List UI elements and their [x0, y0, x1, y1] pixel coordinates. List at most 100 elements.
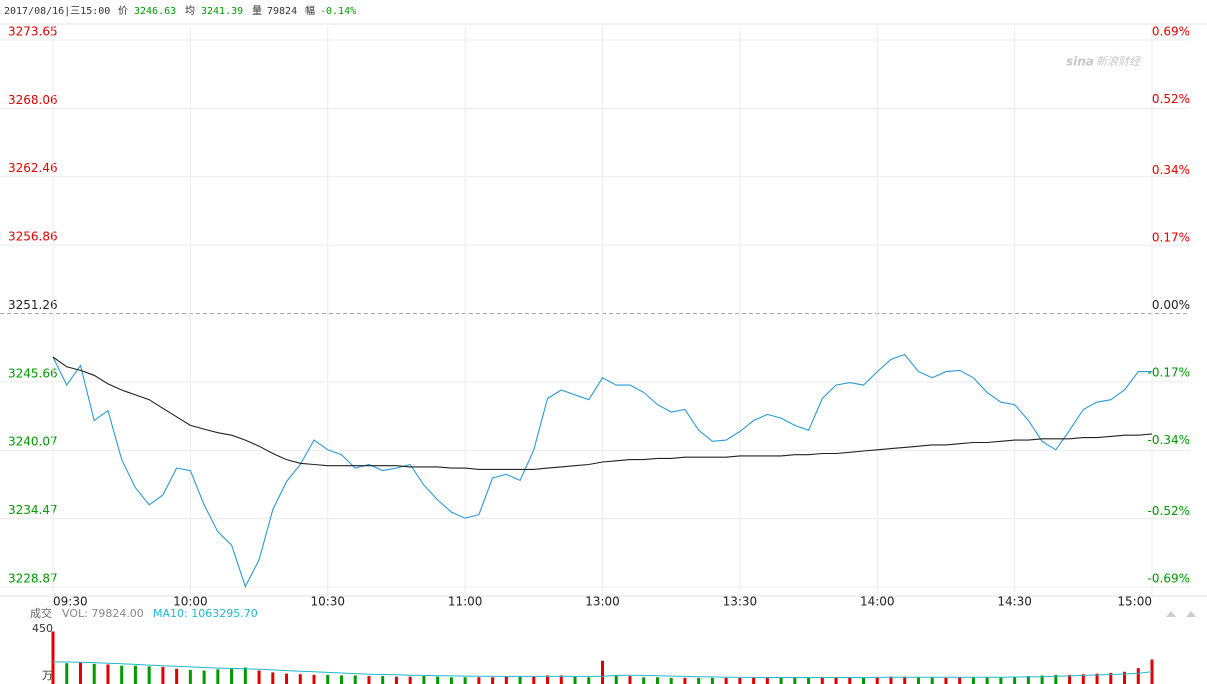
ma-line: [53, 661, 1153, 678]
volume-bar: [285, 673, 289, 684]
volume-bar: [381, 676, 385, 684]
header-datetime: 2017/08/16|三15:00: [4, 6, 110, 17]
volume-bar: [573, 676, 577, 684]
y-tick-label: 3245.66: [8, 366, 58, 380]
volume-bar: [971, 677, 975, 684]
volume-bar: [120, 665, 124, 684]
y2-tick-label: 0.52%: [1152, 92, 1190, 106]
volume-bar: [1123, 671, 1127, 684]
volume-bar: [655, 677, 659, 684]
y2-tick-label: 0.17%: [1152, 231, 1190, 245]
x-tick-label: 15:00: [1117, 595, 1152, 609]
volume-bar: [51, 631, 55, 684]
volume-bar: [408, 676, 412, 684]
volume-bar: [477, 677, 481, 684]
y2-tick-label: 0.34%: [1152, 163, 1190, 177]
x-tick-label: 10:00: [173, 595, 208, 609]
volume-text: VOL: 79824.00: [62, 607, 144, 620]
watermark-text: 新浪财经: [1096, 55, 1141, 68]
header-label: 均: [185, 5, 195, 17]
volume-bar: [1081, 674, 1085, 684]
volume-bar: [916, 677, 920, 684]
volume-bar: [1040, 675, 1044, 684]
price-line: [52, 353, 1152, 589]
x-tick-label: 14:00: [860, 595, 895, 609]
y2-tick-label: 0.00%: [1152, 298, 1190, 312]
volume-bar: [628, 676, 632, 684]
volume-bar: [436, 676, 440, 684]
volume-bar: [834, 677, 838, 684]
volume-bar: [889, 676, 893, 684]
volume-bar: [1136, 668, 1140, 684]
y-tick-label: 3256.86: [8, 230, 58, 244]
header-value: -0.14%: [320, 6, 356, 17]
volume-bar: [752, 677, 756, 684]
volume-bar: [930, 677, 934, 684]
volume-bar: [587, 677, 591, 684]
volume-bar: [1026, 676, 1030, 684]
volume-bar: [559, 675, 563, 684]
ma-text: MA10: 1063295.70: [153, 607, 258, 620]
volume-bar: [133, 665, 137, 684]
x-tick-label: 13:30: [723, 595, 758, 609]
volume-bar: [106, 664, 110, 684]
price-line: [52, 356, 1153, 470]
volume-bar: [875, 677, 879, 684]
volume-bar: [958, 677, 962, 684]
volume-bar: [999, 677, 1003, 684]
volume-bar: [724, 677, 728, 684]
volume-bar: [147, 666, 151, 684]
volume-bar: [546, 675, 550, 684]
x-tick-label: 10:30: [310, 595, 345, 609]
volume-bar: [669, 677, 673, 684]
header-label: 量: [252, 5, 262, 17]
y-tick-label: 3240.07: [8, 435, 58, 449]
volume-bar: [642, 677, 646, 684]
y-tick-label: 450: [32, 622, 53, 635]
volume-bar: [161, 666, 165, 684]
volume-bar: [353, 675, 357, 684]
volume-bar: [1054, 674, 1058, 684]
volume-bar: [326, 674, 330, 684]
y2-tick-label: -0.52%: [1148, 504, 1190, 518]
volume-bar: [216, 669, 220, 684]
header-value: 3241.39: [201, 6, 243, 17]
volume-bar: [697, 677, 701, 684]
volume-bar: [230, 668, 234, 684]
volume-bar: [65, 663, 69, 684]
y2-tick-label: -0.17%: [1148, 365, 1190, 379]
volume-bar: [862, 677, 866, 684]
volume-bar: [298, 674, 302, 684]
volume-unit: 万: [42, 669, 53, 682]
header-label: 幅: [305, 4, 315, 17]
volume-bar: [532, 676, 536, 684]
header-value: 79824: [267, 6, 297, 17]
y2-tick-label: 0.69%: [1152, 25, 1190, 39]
y-tick-label: 3228.87: [8, 572, 58, 586]
volume-bar: [807, 677, 811, 684]
volume-bar: [202, 670, 206, 684]
volume-bar: [243, 667, 247, 684]
volume-bar: [312, 674, 316, 684]
volume-bar: [271, 672, 275, 684]
volume-bar: [985, 677, 989, 684]
volume-bar: [463, 677, 467, 684]
y-tick-label: 3273.65: [8, 25, 58, 39]
volume-bar: [78, 662, 82, 684]
y2-tick-label: -0.34%: [1148, 433, 1190, 447]
volume-bar: [1109, 673, 1113, 684]
scroll-arrows[interactable]: [1166, 611, 1196, 617]
y-tick-label: 3251.26: [8, 298, 58, 312]
volume-bar: [820, 677, 824, 684]
x-tick-label: 11:00: [448, 595, 483, 609]
volume-bar: [710, 677, 714, 684]
volume-bar: [394, 676, 398, 684]
volume-bar: [848, 677, 852, 684]
volume-bar: [504, 676, 508, 684]
y2-tick-label: -0.69%: [1148, 572, 1190, 586]
volume-bar: [339, 675, 343, 684]
y-tick-label: 3268.06: [8, 93, 58, 107]
volume-bar: [683, 677, 687, 684]
volume-bar: [92, 663, 96, 684]
